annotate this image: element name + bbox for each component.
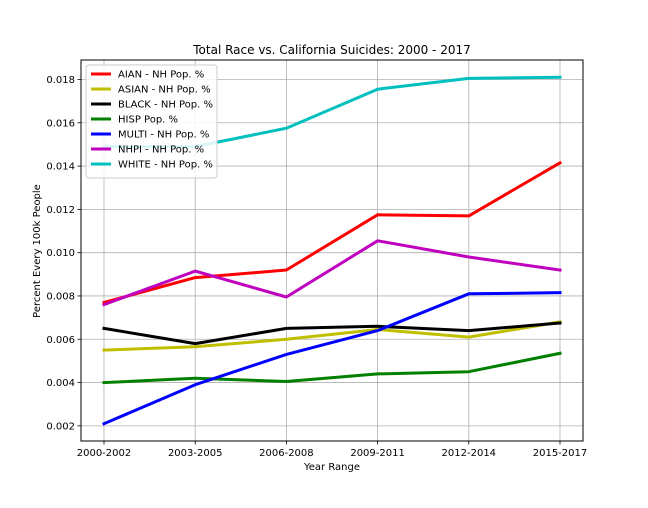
x-tick-label: 2009-2011 [350, 448, 405, 459]
y-tick-label: 0.014 [46, 162, 75, 173]
legend-label: BLACK - NH Pop. % [118, 100, 213, 111]
x-tick-label: 2015-2017 [533, 448, 588, 459]
y-tick-label: 0.008 [46, 291, 75, 302]
y-tick-label: 0.010 [46, 248, 75, 259]
x-tick-label: 2003-2005 [168, 448, 223, 459]
x-tick-label: 2006-2008 [259, 448, 314, 459]
legend-label: WHITE - NH Pop. % [118, 160, 213, 171]
legend-label: ASIAN - NH Pop. % [118, 85, 211, 96]
x-axis-label: Year Range [303, 462, 360, 473]
legend: AIAN - NH Pop. % ASIAN - NH Pop. % BLACK -… [86, 65, 217, 178]
y-tick-label: 0.012 [46, 205, 75, 216]
legend-label: MULTI - NH Pop. % [118, 130, 209, 141]
legend-label: HISP Pop. % [118, 115, 178, 126]
legend-label: NHPI - NH Pop. % [118, 145, 204, 156]
chart-title: Total Race vs. California Suicides: 2000… [192, 43, 470, 57]
y-tick-label: 0.016 [46, 118, 75, 129]
y-tick-label: 0.006 [46, 335, 75, 346]
y-tick-label: 0.018 [46, 75, 75, 86]
y-tick-label: 0.004 [46, 378, 75, 389]
y-tick-label: 0.002 [46, 421, 75, 432]
y-axis-label: Percent Every 100k People [32, 184, 43, 318]
legend-label: AIAN - NH Pop. % [118, 70, 204, 81]
x-tick-label: 2012-2014 [442, 448, 497, 459]
x-tick-label: 2000-2002 [77, 448, 132, 459]
